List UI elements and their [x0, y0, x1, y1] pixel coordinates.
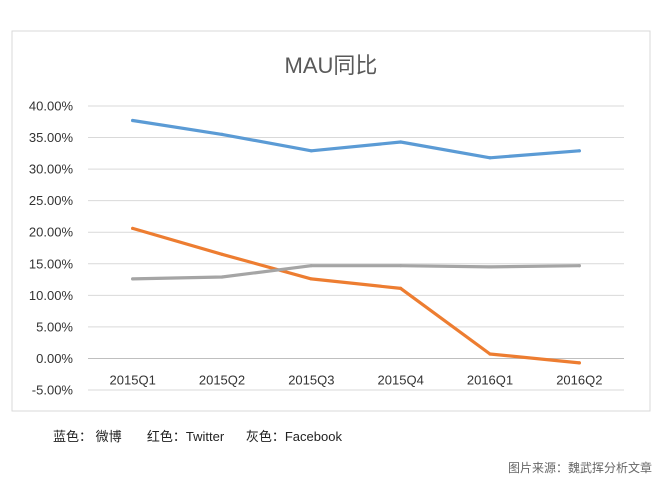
y-tick-label: 10.00%: [29, 288, 74, 303]
data-point: [220, 252, 224, 256]
x-tick-label: 2016Q2: [556, 372, 602, 387]
data-point: [131, 277, 135, 281]
data-point: [220, 132, 224, 136]
data-point: [131, 226, 135, 231]
data-point: [399, 286, 403, 290]
x-tick-label: 2016Q1: [467, 372, 513, 387]
x-tick-label: 2015Q1: [110, 372, 156, 387]
legend-note: 蓝色： 微博 红色：Twitter 灰色：Facebook: [53, 429, 342, 444]
x-tick-label: 2015Q3: [288, 372, 334, 387]
data-point: [488, 265, 492, 269]
y-axis-ticks: 40.00% 35.00% 30.00% 25.00% 20.00% 15.00% 10.0…: [29, 99, 74, 398]
source-note: 图片来源：魏武挥分析文章: [507, 461, 652, 475]
data-point: [577, 361, 581, 365]
data-point: [399, 140, 403, 144]
y-tick-label: -5.00%: [32, 383, 74, 398]
series-line-3: [131, 264, 581, 281]
y-tick-label: 30.00%: [29, 162, 74, 177]
series-line-2: [131, 226, 581, 365]
data-point: [309, 277, 313, 281]
y-tick-label: 40.00%: [29, 99, 74, 114]
data-point: [131, 118, 135, 123]
y-tick-label: 20.00%: [29, 225, 74, 240]
series-line-1: [131, 118, 581, 160]
chart-title: MAU同比: [285, 53, 378, 78]
x-tick-label: 2015Q4: [378, 372, 424, 387]
data-point: [488, 156, 492, 160]
data-point: [309, 149, 313, 153]
x-tick-label: 2015Q2: [199, 372, 245, 387]
y-tick-label: 0.00%: [36, 351, 73, 366]
data-point: [488, 352, 492, 356]
x-axis-ticks: 2015Q1 2015Q2 2015Q3 2015Q4 2016Q1 2016Q2: [110, 372, 603, 387]
y-tick-label: 35.00%: [29, 130, 74, 145]
data-point: [309, 264, 313, 268]
y-tick-label: 5.00%: [36, 319, 73, 334]
data-point: [577, 149, 581, 153]
y-tick-label: 15.00%: [29, 256, 74, 271]
gridlines: [88, 105, 624, 391]
y-tick-label: 25.00%: [29, 193, 74, 208]
chart-frame: [11, 30, 651, 412]
data-point: [577, 264, 581, 268]
series-lines: [131, 118, 581, 365]
chart-border: [11, 30, 651, 412]
data-point: [399, 264, 403, 268]
data-point: [220, 275, 224, 279]
